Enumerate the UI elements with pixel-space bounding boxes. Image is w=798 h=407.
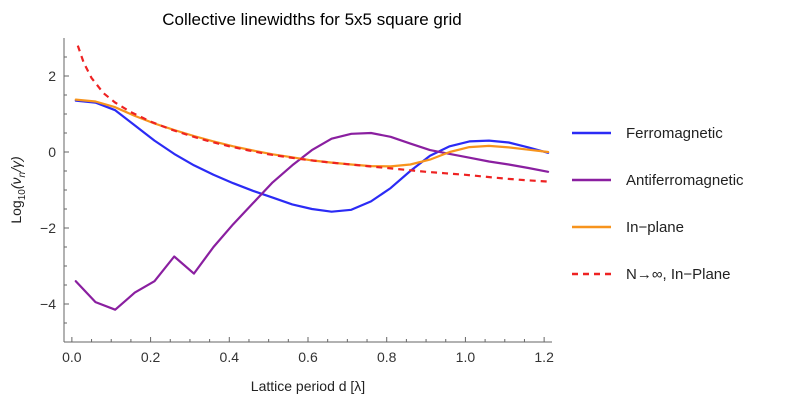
- y-tick-label: 0: [48, 144, 56, 160]
- chart-title: Collective linewidths for 5x5 square gri…: [162, 10, 462, 29]
- y-tick-label: −4: [40, 296, 56, 312]
- y-axis-label-tail: /γ): [8, 156, 24, 173]
- y-axis-label-sub: 10: [17, 189, 28, 201]
- series-line: [74, 131, 550, 311]
- legend-label: Antiferromagnetic: [626, 172, 744, 189]
- y-tick-label: 2: [48, 68, 56, 84]
- legend-label: Ferromagnetic: [626, 125, 723, 142]
- series-line: [74, 99, 550, 213]
- legend: Ferromagnetic Antiferromagnetic In−plane N→…: [572, 125, 744, 283]
- x-ticks: 0.0 0.2 0.4 0.6 0.8 1.0 1.2: [62, 337, 554, 365]
- x-tick-label: 1.2: [534, 349, 554, 365]
- x-tick-label: 0.8: [377, 349, 397, 365]
- y-axis-label-sub2: n: [17, 171, 28, 177]
- legend-label: N→∞, In−Plane: [626, 266, 731, 283]
- x-tick-label: 0.4: [220, 349, 240, 365]
- series-line: [74, 98, 550, 168]
- y-tick-label: −2: [40, 220, 56, 236]
- series-layer: [74, 45, 550, 311]
- x-tick-label: 0.0: [62, 349, 82, 365]
- y-axis-label-rest: (ν: [8, 177, 24, 189]
- x-tick-label: 0.6: [298, 349, 318, 365]
- y-axis-label: Log10(νn/γ): [8, 156, 28, 223]
- y-ticks: −4 −2 0 2: [40, 56, 69, 324]
- legend-label: In−plane: [626, 219, 684, 236]
- axes: [63, 38, 552, 343]
- x-tick-label: 0.2: [141, 349, 161, 365]
- y-axis-label-prefix: Log: [8, 200, 24, 223]
- series-line: [76, 45, 549, 183]
- x-tick-label: 1.0: [456, 349, 476, 365]
- x-axis-label: Lattice period d [λ]: [251, 378, 365, 394]
